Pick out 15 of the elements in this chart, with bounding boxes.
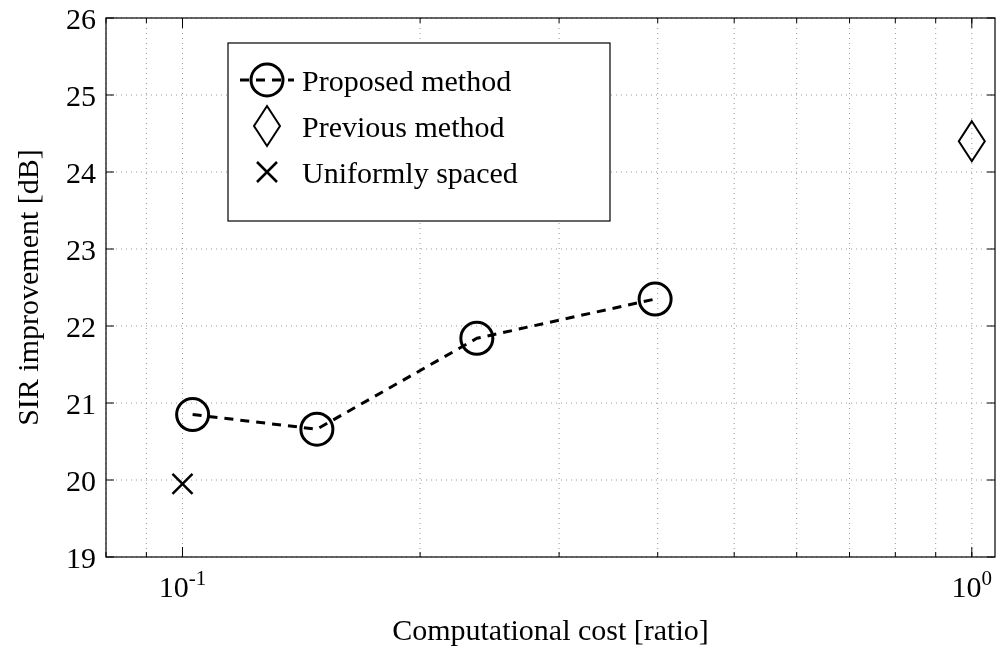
legend-label: Uniformly spaced [302,155,518,189]
y-tick-label: 25 [66,78,96,112]
y-tick-label: 26 [66,1,96,35]
y-tick-label: 23 [66,232,96,266]
legend-label: Previous method [302,109,505,143]
y-tick-label: 22 [66,309,96,343]
legend-label: Proposed method [302,63,512,97]
y-axis-title: SIR improvement [dB] [11,149,44,426]
y-tick-label: 24 [66,155,96,189]
x-axis-title: Computational cost [ratio] [392,613,709,646]
y-tick-label: 20 [66,463,96,497]
y-tick-label: 19 [66,540,96,574]
x-tick-label: 10$^{-1}$ [158,566,207,603]
y-tick-label: 21 [66,386,96,420]
x-tick-label: 10$^{0}$ [951,566,993,603]
